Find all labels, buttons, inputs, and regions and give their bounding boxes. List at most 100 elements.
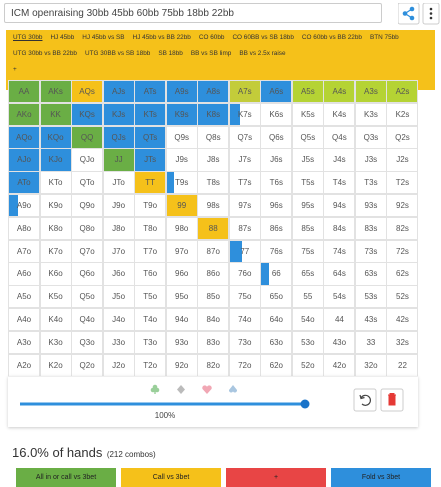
hand-cell[interactable]: K8s [197,102,230,127]
hand-cell[interactable]: A2o [8,353,41,377]
hand-cell[interactable]: T8o [134,216,167,241]
tab[interactable]: HJ 45bb vs BB 22bb [132,34,191,41]
hand-cell[interactable]: Q7o [71,239,104,263]
hand-cell[interactable]: K7o [39,239,72,263]
hand-cell[interactable]: QQ [71,125,104,149]
slider-knob[interactable] [300,399,310,409]
tab[interactable]: CO 60BB vs SB 18bb [232,34,294,41]
hand-cell[interactable]: TT [134,171,167,195]
hand-cell[interactable]: 95o [165,285,198,309]
hand-cell[interactable]: J6o [102,262,135,286]
hand-cell[interactable]: T8s [197,171,230,195]
hand-cell[interactable]: 62s [386,262,419,286]
hand-cell[interactable]: A3s [354,80,387,104]
hand-cell[interactable]: 95s [291,194,324,218]
add-tab[interactable]: + [13,66,17,73]
hand-cell[interactable]: 82o [197,353,230,377]
hand-cell[interactable]: J9o [102,194,135,218]
hand-cell[interactable]: AA [8,80,41,104]
hand-cell[interactable]: T9s [165,171,198,195]
tab[interactable]: UTG 30bb vs BB 22bb [13,50,77,57]
hand-cell[interactable]: Q9o [71,194,104,218]
hand-cell[interactable]: 76o [228,262,261,286]
tab[interactable]: CO 60bb vs BB 22bb [301,34,362,41]
hand-cell[interactable]: 73o [228,330,261,355]
hand-cell[interactable]: Q2o [71,353,104,377]
hand-cell[interactable]: K3s [354,102,387,127]
hand-cell[interactable]: 32o [354,353,387,377]
hand-cell[interactable]: ATs [134,80,167,104]
hand-cell[interactable]: K9o [39,194,72,218]
hand-cell[interactable]: 85o [197,285,230,309]
hand-cell[interactable]: 42s [386,308,419,332]
hand-cell[interactable]: 32s [386,330,419,355]
hand-cell[interactable]: K8o [39,216,72,241]
hand-cell[interactable]: Q3o [71,330,104,355]
hand-cell[interactable]: 74o [228,308,261,332]
hand-cell[interactable]: 84s [323,216,356,241]
hand-cell[interactable]: K5s [291,102,324,127]
hand-cell[interactable]: 92o [165,353,198,377]
hand-cell[interactable]: J7s [228,148,261,172]
hand-cell[interactable]: 43o [323,330,356,355]
hand-cell[interactable]: QTs [134,125,167,149]
hand-cell[interactable]: A6o [8,262,41,286]
hand-cell[interactable]: 83s [354,216,387,241]
hand-cell[interactable]: A4o [8,308,41,332]
hand-cell[interactable]: T9o [134,194,167,218]
hand-cell[interactable]: 82s [386,216,419,241]
hand-cell[interactable]: KTo [39,171,72,195]
hand-cell[interactable]: Q8o [71,216,104,241]
hand-cell[interactable]: J7o [102,239,135,263]
action-button[interactable]: + [226,468,326,487]
share-button[interactable] [398,3,420,25]
hand-cell[interactable]: A4s [323,80,356,104]
hand-cell[interactable]: 97s [228,194,261,218]
hand-cell[interactable]: T6s [260,171,293,195]
hand-cell[interactable]: A3o [8,330,41,355]
hand-cell[interactable]: J2o [102,353,135,377]
hand-cell[interactable]: 72o [228,353,261,377]
hand-cell[interactable]: 52o [291,353,324,377]
hand-cell[interactable]: T4o [134,308,167,332]
hand-cell[interactable]: Q2s [386,125,419,149]
hand-cell[interactable]: J8s [197,148,230,172]
hand-cell[interactable]: AKs [39,80,72,104]
hand-cell[interactable]: T6o [134,262,167,286]
hand-cell[interactable]: 96s [260,194,293,218]
hand-cell[interactable]: AJo [8,148,41,172]
hand-cell[interactable]: 66 [260,262,293,286]
hand-cell[interactable]: 63s [354,262,387,286]
hand-cell[interactable]: J8o [102,216,135,241]
hand-cell[interactable]: 94o [165,308,198,332]
history-button[interactable] [353,388,377,412]
hand-cell[interactable]: 64s [323,262,356,286]
hand-cell[interactable]: K2s [386,102,419,127]
hand-cell[interactable]: J3s [354,148,387,172]
hand-cell[interactable]: Q9s [165,125,198,149]
tab[interactable]: HJ 45bb [50,34,75,41]
hand-cell[interactable]: A9s [165,80,198,104]
tab[interactable]: CO 60bb [198,34,225,41]
hand-cell[interactable]: 42o [323,353,356,377]
hand-cell[interactable]: Q5s [291,125,324,149]
hand-cell[interactable]: K4o [39,308,72,332]
hand-cell[interactable]: 53o [291,330,324,355]
hand-cell[interactable]: J5s [291,148,324,172]
hand-cell[interactable]: A5o [8,285,41,309]
hand-cell[interactable]: QJs [102,125,135,149]
hand-cell[interactable]: KQo [39,125,72,149]
hand-cell[interactable]: 62o [260,353,293,377]
hand-cell[interactable]: 55 [291,285,324,309]
hand-cell[interactable]: 44 [323,308,356,332]
hand-cell[interactable]: 94s [323,194,356,218]
hand-cell[interactable]: 88 [197,216,230,241]
hand-cell[interactable]: KQs [71,102,104,127]
tab[interactable]: BB vs SB limp [190,50,232,57]
hand-cell[interactable]: 53s [354,285,387,309]
tab[interactable]: BTN 75bb [369,34,399,41]
hand-cell[interactable]: T2s [386,171,419,195]
hand-cell[interactable]: Q6o [71,262,104,286]
hand-cell[interactable]: T5s [291,171,324,195]
hand-cell[interactable]: T3s [354,171,387,195]
